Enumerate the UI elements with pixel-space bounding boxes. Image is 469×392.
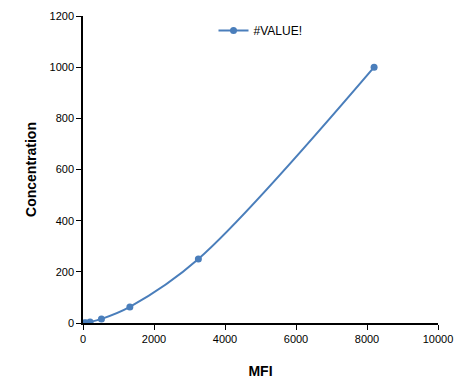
svg-text:1200: 1200 xyxy=(50,10,74,22)
svg-text:200: 200 xyxy=(56,266,74,278)
svg-text:400: 400 xyxy=(56,215,74,227)
svg-text:1000: 1000 xyxy=(50,61,74,73)
svg-text:8000: 8000 xyxy=(355,333,379,345)
svg-text:4000: 4000 xyxy=(213,333,237,345)
svg-text:800: 800 xyxy=(56,112,74,124)
svg-text:0: 0 xyxy=(68,317,74,329)
svg-text:0: 0 xyxy=(80,333,86,345)
svg-text:MFI: MFI xyxy=(248,363,272,379)
svg-text:2000: 2000 xyxy=(142,333,166,345)
svg-text:#VALUE!: #VALUE! xyxy=(254,24,302,38)
svg-text:10000: 10000 xyxy=(423,333,454,345)
svg-text:600: 600 xyxy=(56,163,74,175)
svg-text:6000: 6000 xyxy=(284,333,308,345)
svg-text:Concentration: Concentration xyxy=(23,122,39,217)
